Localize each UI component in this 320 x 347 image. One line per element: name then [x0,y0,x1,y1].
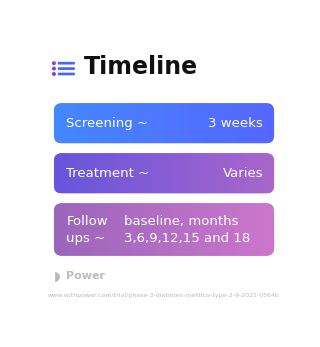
Circle shape [53,62,55,65]
FancyBboxPatch shape [58,73,75,75]
FancyBboxPatch shape [54,103,274,143]
Text: baseline, months
3,6,9,12,15 and 18: baseline, months 3,6,9,12,15 and 18 [124,214,250,245]
Text: Follow
ups ~: Follow ups ~ [66,214,108,245]
Text: Screening ~: Screening ~ [66,117,148,130]
FancyBboxPatch shape [54,203,274,256]
Text: Varies: Varies [223,167,263,180]
Text: Power: Power [66,271,105,281]
Circle shape [53,67,55,70]
Text: 3 weeks: 3 weeks [208,117,263,130]
Circle shape [53,73,55,75]
Text: ◗: ◗ [54,270,60,283]
Text: Timeline: Timeline [84,55,197,79]
FancyBboxPatch shape [54,153,274,193]
Text: Treatment ~: Treatment ~ [66,167,150,180]
Text: www.withpower.com/trial/phase-3-diabetes-mellitus-type-2-9-2021-0564b: www.withpower.com/trial/phase-3-diabetes… [48,293,280,298]
FancyBboxPatch shape [58,67,75,70]
FancyBboxPatch shape [58,62,75,65]
